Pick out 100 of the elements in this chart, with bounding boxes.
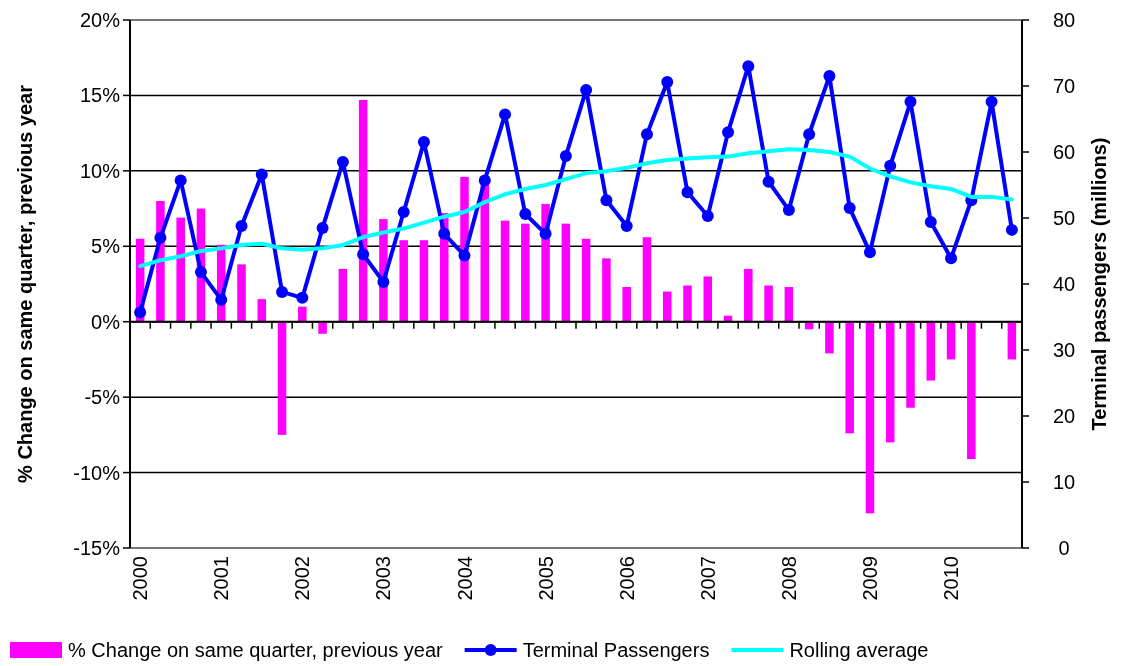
bar xyxy=(602,258,611,322)
point xyxy=(985,95,998,108)
x-tick-label: 2010 xyxy=(940,556,963,601)
bar xyxy=(906,321,915,408)
y-tick-label: 15% xyxy=(79,84,121,107)
y2-tick-label: 80 xyxy=(1052,9,1076,31)
point xyxy=(843,202,856,215)
y2-tick-label: 10 xyxy=(1052,471,1076,493)
x-tick-label: 2000 xyxy=(129,556,152,601)
x-tick-label: 2008 xyxy=(777,556,800,601)
point xyxy=(681,186,694,199)
y-axis-title: % Change on same quarter, previous year xyxy=(14,84,36,483)
point xyxy=(276,285,289,298)
bar xyxy=(703,276,713,322)
point xyxy=(174,174,187,187)
bar xyxy=(885,321,895,443)
point xyxy=(945,252,958,265)
line-series xyxy=(138,147,1014,269)
point xyxy=(823,70,836,83)
bar xyxy=(622,287,631,322)
point xyxy=(803,128,816,141)
bar xyxy=(662,291,672,322)
point xyxy=(458,249,471,262)
bar xyxy=(825,321,834,354)
y-tick-label: -15% xyxy=(73,537,121,559)
bar xyxy=(237,264,246,322)
bar xyxy=(257,299,267,322)
y2-tick-label: 50 xyxy=(1052,207,1076,229)
legend-label: Rolling average xyxy=(789,639,929,661)
bar xyxy=(277,321,287,435)
y-tick-label: 20% xyxy=(79,9,121,31)
point xyxy=(235,219,248,232)
bar xyxy=(683,285,692,322)
point xyxy=(620,219,633,232)
bar xyxy=(642,237,652,322)
point xyxy=(519,208,532,221)
y2-tick-label: 20 xyxy=(1052,405,1076,427)
point xyxy=(194,266,207,279)
bar xyxy=(926,321,936,381)
point xyxy=(1005,223,1018,236)
x-tick-label: 2003 xyxy=(372,556,395,601)
point xyxy=(904,95,917,108)
point xyxy=(924,215,937,228)
bar xyxy=(845,321,854,434)
y-tick-label: -5% xyxy=(84,386,121,409)
bar xyxy=(500,220,510,322)
y-tick-label: 0% xyxy=(91,310,121,333)
x-tick-label: 2009 xyxy=(858,556,881,601)
x-tick-label: 2007 xyxy=(696,556,719,601)
legend-label: % Change on same quarter, previous year xyxy=(68,639,443,661)
bar xyxy=(581,238,591,322)
bar xyxy=(419,240,429,322)
y2-tick-label: 0 xyxy=(1058,537,1070,559)
bar xyxy=(176,217,185,322)
point xyxy=(580,83,593,96)
y2-tick-label: 70 xyxy=(1052,75,1076,97)
y-tick-label: -10% xyxy=(73,461,121,484)
bar xyxy=(1007,321,1017,360)
y2-tick-label: 30 xyxy=(1052,339,1076,361)
bar xyxy=(399,240,408,322)
bar xyxy=(784,287,794,322)
bar xyxy=(946,321,956,360)
point xyxy=(762,175,775,188)
point xyxy=(478,174,491,187)
y2-tick-label: 60 xyxy=(1052,141,1076,163)
legend-label: Terminal Passengers xyxy=(522,639,710,661)
point xyxy=(782,204,795,217)
y2-axis-title: Terminal passengers (millions) xyxy=(1088,137,1110,431)
bar xyxy=(744,268,753,322)
bar xyxy=(521,223,530,322)
point xyxy=(600,194,613,207)
point xyxy=(357,248,370,261)
bar xyxy=(967,321,976,459)
y-tick-label: 5% xyxy=(91,235,121,258)
x-tick-label: 2005 xyxy=(534,556,557,601)
y2-tick-label: 40 xyxy=(1052,273,1076,295)
point xyxy=(255,168,268,181)
x-tick-label: 2002 xyxy=(291,556,314,601)
point xyxy=(722,126,735,139)
point xyxy=(134,306,147,319)
bar xyxy=(764,285,773,322)
bar xyxy=(298,306,307,322)
bar xyxy=(561,223,571,322)
point xyxy=(640,128,653,141)
x-tick-label: 2004 xyxy=(453,556,476,601)
point xyxy=(661,76,674,89)
point xyxy=(863,246,876,259)
point xyxy=(884,159,897,172)
point xyxy=(499,108,512,121)
bar xyxy=(318,321,327,334)
point xyxy=(438,227,451,240)
point xyxy=(377,276,390,289)
point xyxy=(397,206,410,219)
point xyxy=(742,60,755,73)
bar xyxy=(338,268,348,322)
point xyxy=(336,155,349,168)
point xyxy=(316,221,329,234)
point xyxy=(701,210,714,223)
point xyxy=(296,291,309,304)
bar xyxy=(865,321,875,514)
